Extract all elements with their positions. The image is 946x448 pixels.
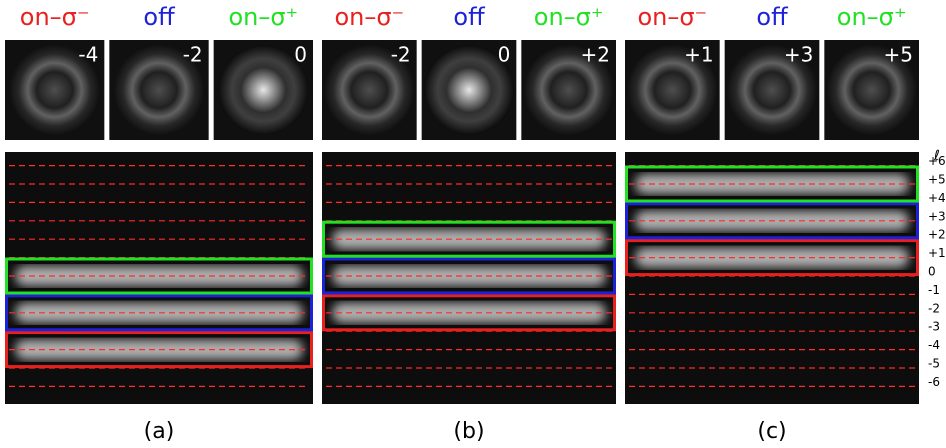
axis-tick-label: -1 — [928, 283, 940, 297]
axis-tick-label: +6 — [928, 154, 946, 168]
mode-label: 0 — [294, 43, 307, 67]
mode-label: -2 — [391, 43, 411, 67]
beam-profile — [826, 45, 917, 135]
polarization-label: on–σ⁻ — [20, 3, 90, 31]
beam-profile — [218, 45, 309, 135]
mode-label: +5 — [884, 43, 913, 67]
beam-profile — [324, 45, 415, 135]
axis-tick-label: +1 — [928, 246, 946, 260]
panel-caption: (a) — [144, 419, 175, 444]
axis-tick-label: +4 — [928, 191, 946, 205]
polarization-label: on–σ⁺ — [534, 3, 604, 31]
beam-profile — [523, 45, 614, 135]
polarization-label: off — [143, 3, 175, 31]
axis-label: ℓ — [933, 148, 940, 164]
polarization-label: on–σ⁻ — [637, 3, 707, 31]
mode-label: -2 — [183, 43, 203, 67]
mode-box — [322, 294, 616, 332]
mode-box — [322, 257, 616, 295]
beam-profile — [727, 45, 817, 135]
axis-tick-label: +5 — [928, 173, 946, 187]
mode-label: +2 — [581, 43, 610, 67]
mode-box — [5, 294, 313, 332]
beam-profile — [424, 45, 514, 135]
axis-tick-label: -4 — [928, 338, 940, 352]
mode-label: +1 — [684, 43, 713, 67]
mode-box — [625, 165, 919, 203]
mode-label: -4 — [78, 43, 98, 67]
beam-profile — [9, 45, 100, 135]
beam-profile — [627, 45, 718, 135]
axis-tick-label: +2 — [928, 228, 946, 242]
polarization-label: off — [453, 3, 485, 31]
polarization-label: on–σ⁺ — [837, 3, 907, 31]
axis-tick-label: +3 — [928, 209, 946, 223]
axis-tick-label: -5 — [928, 357, 940, 371]
mode-box — [5, 257, 313, 295]
axis-tick-label: -2 — [928, 301, 940, 315]
mode-box — [322, 220, 616, 258]
panel-caption: (c) — [757, 419, 786, 444]
axis-tick-label: -3 — [928, 320, 940, 334]
panel-caption: (b) — [453, 419, 484, 444]
axis-tick-label: 0 — [928, 265, 936, 279]
polarization-label: off — [756, 3, 788, 31]
axis-tick-label: -6 — [928, 375, 940, 389]
mode-label: +3 — [784, 43, 813, 67]
mode-box — [625, 239, 919, 277]
polarization-label: on–σ⁻ — [334, 3, 404, 31]
polarization-label: on–σ⁺ — [228, 3, 298, 31]
mode-box — [625, 202, 919, 240]
beam-profile — [114, 45, 204, 135]
mode-label: 0 — [498, 43, 511, 67]
mode-box — [5, 331, 313, 369]
